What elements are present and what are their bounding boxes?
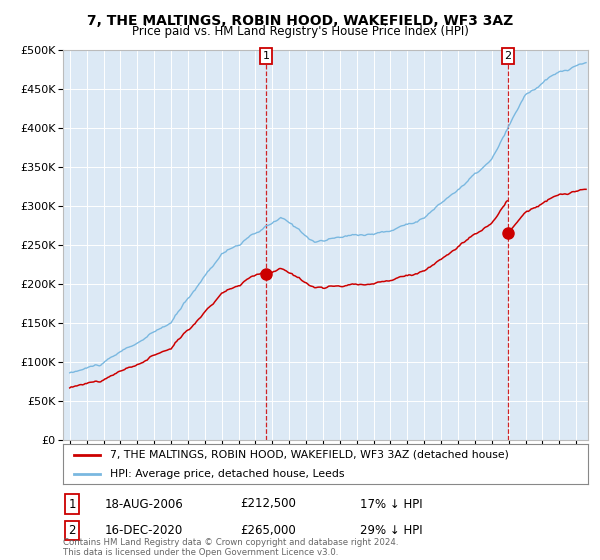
Text: £212,500: £212,500 [240, 497, 296, 511]
Text: 16-DEC-2020: 16-DEC-2020 [105, 524, 183, 537]
Text: Price paid vs. HM Land Registry's House Price Index (HPI): Price paid vs. HM Land Registry's House … [131, 25, 469, 38]
Text: 7, THE MALTINGS, ROBIN HOOD, WAKEFIELD, WF3 3AZ (detached house): 7, THE MALTINGS, ROBIN HOOD, WAKEFIELD, … [110, 450, 509, 460]
Text: Contains HM Land Registry data © Crown copyright and database right 2024.
This d: Contains HM Land Registry data © Crown c… [63, 538, 398, 557]
Text: 17% ↓ HPI: 17% ↓ HPI [360, 497, 422, 511]
Text: 7, THE MALTINGS, ROBIN HOOD, WAKEFIELD, WF3 3AZ: 7, THE MALTINGS, ROBIN HOOD, WAKEFIELD, … [87, 14, 513, 28]
Text: 2: 2 [505, 51, 512, 61]
Text: £265,000: £265,000 [240, 524, 296, 537]
Text: 2: 2 [68, 524, 76, 537]
Text: HPI: Average price, detached house, Leeds: HPI: Average price, detached house, Leed… [110, 469, 345, 478]
Text: 18-AUG-2006: 18-AUG-2006 [105, 497, 184, 511]
Text: 1: 1 [68, 497, 76, 511]
Text: 1: 1 [263, 51, 269, 61]
Text: 29% ↓ HPI: 29% ↓ HPI [360, 524, 422, 537]
